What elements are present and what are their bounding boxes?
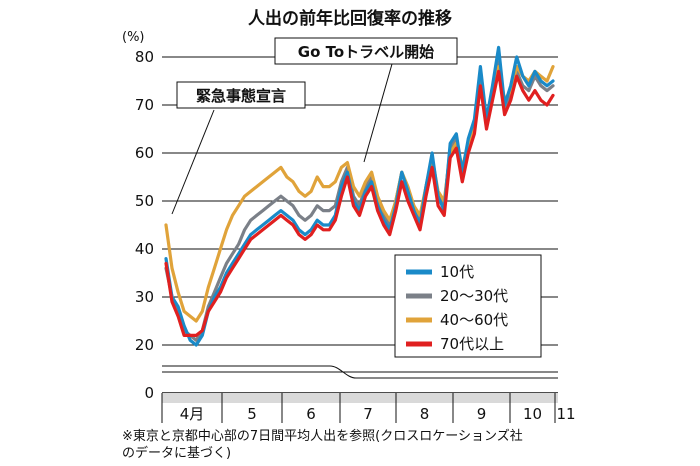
annotation-box-0 (176, 81, 306, 109)
legend-label-2: 40〜60代 (440, 311, 508, 329)
footnote: ※東京と京都中心部の7日間平均人出を参照(クロスロケーションズ社のデータに基づく… (122, 428, 523, 461)
x-tick-4: 8 (420, 405, 430, 423)
legend-label-1: 20〜30代 (440, 287, 508, 305)
series-lines (164, 45, 555, 347)
chart-title: 人出の前年比回復率の推移 (248, 8, 452, 29)
x-tick-1: 5 (247, 405, 257, 423)
y-tick-30: 30 (135, 288, 154, 306)
legend-label-0: 10代 (440, 263, 474, 281)
y-tick-40: 40 (135, 240, 154, 258)
x-tick-6: 10 (523, 405, 542, 423)
y-unit-label: (%) (122, 30, 145, 45)
x-tick-0: 4月 (180, 405, 205, 423)
annotation-box-1 (274, 37, 458, 65)
y-tick-0: 0 (144, 384, 154, 402)
y-tick-80: 80 (135, 48, 154, 66)
y-tick-70: 70 (135, 96, 154, 114)
x-tick-3: 7 (363, 405, 373, 423)
legend-label-3: 70代以上 (440, 335, 504, 353)
x-tick-2: 6 (306, 405, 316, 423)
y-axis-ticks: 0 20 30 40 50 60 70 80 (135, 48, 154, 402)
x-axis: 4月 5 6 7 8 9 10 11 (161, 393, 576, 423)
annotations: 緊急事態宣言 Go Toトラベル開始 (171, 37, 458, 215)
footnote-line-1: のデータに基づく) (122, 445, 231, 461)
axis-break (162, 365, 560, 379)
annotation-text-0: 緊急事態宣言 (196, 87, 286, 105)
series-line-3 (164, 69, 555, 337)
y-tick-50: 50 (135, 192, 154, 210)
x-axis-band (162, 393, 558, 403)
annotation-leader-0 (171, 109, 215, 215)
x-tick-7: 11 (556, 405, 575, 423)
x-tick-5: 9 (477, 405, 487, 423)
footnote-line-0: ※東京と京都中心部の7日間平均人出を参照(クロスロケーションズ社 (122, 428, 523, 444)
legend: 10代 20〜30代 40〜60代 70代以上 (394, 254, 542, 358)
y-tick-60: 60 (135, 144, 154, 162)
annotation-text-1: Go Toトラベル開始 (298, 43, 434, 61)
annotation-leader-1 (363, 63, 393, 163)
y-tick-20: 20 (135, 336, 154, 354)
